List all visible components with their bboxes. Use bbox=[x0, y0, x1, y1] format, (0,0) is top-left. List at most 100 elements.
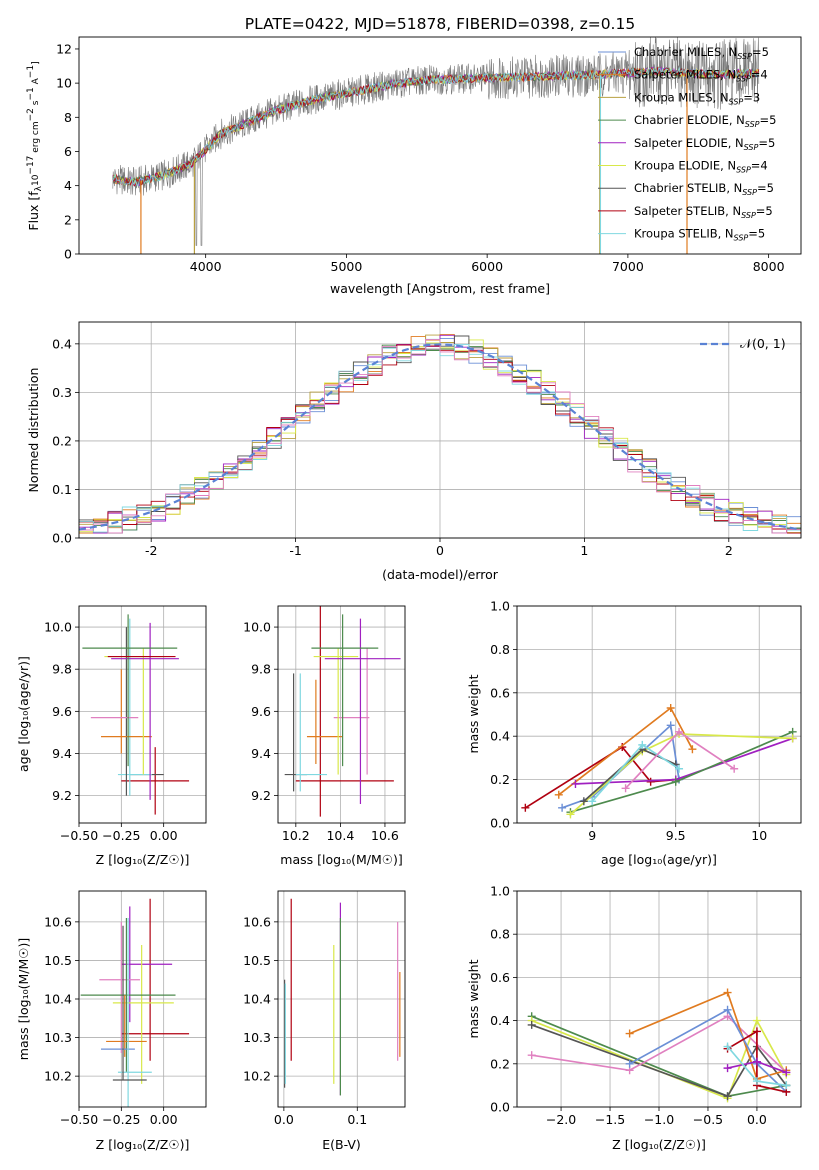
mass-vs-ebv-panel: 0.0 0.1 10.2 10.3 10.4 10.5 10.6 E(B-V) bbox=[243, 890, 406, 1152]
data-point-marker bbox=[782, 1081, 791, 1090]
x-axis-label: Z [log₁₀(Z/Z☉)] bbox=[96, 852, 190, 867]
plot-area bbox=[80, 898, 190, 1107]
y-tick-label: 0.2 bbox=[52, 433, 72, 448]
data-point-marker bbox=[579, 797, 588, 806]
legend-entry-label: Salpeter STELIB, NSSP=5 bbox=[634, 204, 773, 220]
data-point-marker bbox=[723, 1092, 732, 1101]
age-vs-metallicity-panel: −0.50 −0.25 0.00 9.2 9.4 9.6 9.8 10.0 Z [log₁₀(Z… bbox=[16, 605, 207, 867]
y-tick-label: 0.0 bbox=[52, 531, 72, 546]
x-axis-label: wavelength [Angstrom, rest frame] bbox=[330, 281, 550, 296]
data-point-marker bbox=[521, 803, 530, 812]
x-tick-label: 10.6 bbox=[371, 828, 399, 843]
x-tick-label: 1 bbox=[580, 543, 588, 558]
grid-lines bbox=[517, 890, 801, 1108]
y-axis-label: mass [log₁₀(M/M☉)] bbox=[16, 938, 31, 1060]
x-tick-label: 0.00 bbox=[150, 1112, 178, 1127]
data-point-marker bbox=[666, 721, 675, 730]
model-spectrum-line bbox=[112, 66, 759, 187]
model-spectrum-line bbox=[112, 67, 760, 186]
x-tick-label: −0.25 bbox=[102, 1112, 140, 1127]
y-tick-label: 9.2 bbox=[52, 788, 72, 803]
model-spectrum-line bbox=[112, 67, 760, 187]
y-tick-label: 10.3 bbox=[243, 1030, 271, 1045]
plot-area bbox=[112, 37, 760, 254]
x-tick-label: 8000 bbox=[753, 259, 785, 274]
x-axis-label: E(B-V) bbox=[322, 1137, 361, 1152]
y-tick-label: 6 bbox=[64, 144, 72, 159]
data-point-marker bbox=[571, 779, 580, 788]
plot-area bbox=[527, 988, 791, 1103]
x-tick-label: -2 bbox=[145, 543, 157, 558]
x-tick-label: 9.5 bbox=[666, 828, 686, 843]
ticks: 0.0 0.1 10.2 10.3 10.4 10.5 10.6 bbox=[243, 914, 367, 1127]
y-tick-label: 0.4 bbox=[490, 729, 510, 744]
y-tick-label: 0.2 bbox=[490, 1056, 510, 1071]
ticks: 10.2 10.4 10.6 9.2 9.4 9.6 9.8 10.0 bbox=[243, 620, 399, 843]
y-tick-label: 9.4 bbox=[251, 746, 271, 761]
x-tick-label: 0.0 bbox=[747, 1112, 767, 1127]
x-tick-label: 0.00 bbox=[150, 828, 178, 843]
ticks: -2 -1 0 1 2 0.0 0.1 0.2 0.3 0.4 bbox=[52, 336, 733, 558]
x-tick-label: −0.50 bbox=[60, 828, 98, 843]
legend-entry-label: Kroupa STELIB, NSSP=5 bbox=[634, 227, 765, 243]
data-point-marker bbox=[675, 764, 684, 773]
axes-frame bbox=[78, 605, 207, 824]
data-point-marker bbox=[666, 703, 675, 712]
y-tick-label: 8 bbox=[64, 110, 72, 125]
spectrum-panel: 4000 5000 6000 7000 8000 0 2 4 6 8 10 12 Chabrier MI… bbox=[26, 36, 802, 296]
y-tick-label: 9.6 bbox=[251, 704, 271, 719]
y-axis-label: Normed distribution bbox=[26, 368, 41, 493]
y-tick-label: 10.5 bbox=[44, 953, 72, 968]
x-tick-label: 6000 bbox=[471, 259, 503, 274]
y-tick-label: 10.3 bbox=[44, 1030, 72, 1045]
y-axis-label: Flux [fλ10−17 erg cm−2 s−1 A−1] bbox=[26, 61, 44, 230]
legend-entry-label: Chabrier MILES, NSSP=5 bbox=[634, 45, 769, 61]
legend-entry-label: Chabrier STELIB, NSSP=5 bbox=[634, 181, 774, 197]
y-tick-label: 0.3 bbox=[52, 385, 72, 400]
y-tick-label: 10.6 bbox=[243, 914, 271, 929]
grid-lines bbox=[78, 891, 206, 1107]
data-point-marker bbox=[752, 1027, 761, 1036]
age-vs-mass-panel: 10.2 10.4 10.6 9.2 9.4 9.6 9.8 10.0 mass [log₁₀(… bbox=[243, 605, 406, 867]
y-tick-label: 4 bbox=[64, 178, 72, 193]
y-tick-label: 0.6 bbox=[490, 970, 510, 985]
x-axis-label: age [log₁₀(age/yr)] bbox=[601, 852, 717, 867]
y-tick-label: 10.5 bbox=[243, 953, 271, 968]
y-tick-label: 0.1 bbox=[52, 482, 72, 497]
data-point-marker bbox=[671, 777, 680, 786]
mass-vs-metallicity-panel: −0.50 −0.25 0.00 10.2 10.3 10.4 10.5 10.6 Z [log… bbox=[16, 890, 207, 1152]
x-axis-label: (data-model)/error bbox=[382, 567, 499, 582]
ticks: −2.0 −1.5 −1.0 −0.5 0.0 0.0 0.2 0.4 0.6 0.8 1.0 bbox=[490, 884, 767, 1128]
y-tick-label: 10 bbox=[56, 76, 72, 91]
data-point-marker bbox=[788, 734, 797, 743]
data-point-marker bbox=[558, 803, 567, 812]
grid-lines bbox=[278, 606, 405, 823]
y-tick-label: 10.4 bbox=[44, 992, 72, 1007]
x-tick-label: 7000 bbox=[612, 259, 644, 274]
x-tick-label: −1.0 bbox=[644, 1112, 674, 1127]
data-point-marker bbox=[621, 784, 630, 793]
x-tick-label: −0.5 bbox=[693, 1112, 723, 1127]
y-tick-label: 9.2 bbox=[251, 788, 271, 803]
axes-frame bbox=[516, 605, 802, 824]
y-tick-label: 1.0 bbox=[490, 599, 510, 614]
x-tick-label: 4000 bbox=[190, 259, 222, 274]
legend-entry-label: Kroupa ELODIE, NSSP=4 bbox=[634, 159, 768, 175]
legend-entry-label: Salpeter MILES, NSSP=4 bbox=[634, 68, 768, 84]
data-point-marker bbox=[782, 1068, 791, 1077]
plot-area bbox=[79, 334, 801, 534]
residuals-histogram-panel: -2 -1 0 1 2 0.0 0.1 0.2 0.3 0.4 𝒩(0, 1) (data-model… bbox=[26, 321, 802, 582]
data-point-marker bbox=[675, 727, 684, 736]
series-line bbox=[561, 723, 680, 809]
y-tick-label: 9.4 bbox=[52, 746, 72, 761]
data-point-marker bbox=[588, 797, 597, 806]
data-point-marker bbox=[730, 764, 739, 773]
y-tick-label: 9.8 bbox=[251, 662, 271, 677]
y-tick-label: 12 bbox=[56, 41, 72, 56]
plot-area bbox=[521, 703, 797, 819]
x-tick-label: 5000 bbox=[331, 259, 363, 274]
series-line bbox=[531, 1018, 788, 1100]
axes-frame bbox=[78, 321, 802, 539]
data-point-marker bbox=[566, 810, 575, 819]
